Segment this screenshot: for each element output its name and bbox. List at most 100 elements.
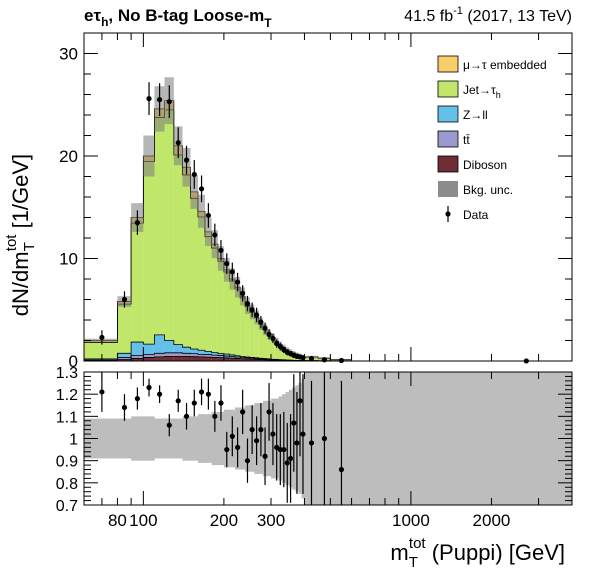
y-tick-label: 0 — [69, 352, 78, 371]
data-point — [234, 279, 241, 285]
ratio-y-tick-label: 0.7 — [56, 498, 78, 515]
stack-bar-vv — [229, 358, 235, 361]
stack-bar-jet — [262, 329, 268, 359]
x-tick-label: 100 — [129, 511, 157, 530]
stack-bar-vv — [240, 358, 246, 361]
ratio-y-tick-label: 1.1 — [56, 409, 78, 426]
stack-bar-jet — [190, 198, 198, 350]
stack-bar-vv — [267, 359, 272, 361]
stack-bar-zll — [197, 350, 206, 355]
stack-bar-jet — [173, 154, 183, 345]
data-point — [266, 331, 272, 337]
data-point — [218, 247, 224, 253]
ratio-band-bin — [117, 418, 132, 459]
y-axis-label: dN/dmTtot [1/GeV] — [3, 154, 38, 316]
stack-bar-vv — [223, 357, 230, 361]
ratio-point — [321, 435, 328, 442]
stack-bar-jet — [182, 174, 191, 348]
ratio-point — [240, 409, 246, 415]
stack-bar-tt — [173, 352, 183, 357]
data-point — [274, 340, 280, 347]
stack-bar-tt — [217, 355, 224, 358]
data-point — [244, 301, 251, 307]
stack-bar-jet — [254, 317, 259, 358]
ratio-y-tick-label: 0.9 — [56, 454, 78, 471]
x-tick-label: 80 — [108, 511, 127, 530]
stack-bar-vv — [262, 359, 268, 361]
stack-bar-vv — [143, 357, 155, 361]
stack-bar-tt — [234, 357, 241, 359]
stack-bar-zll — [164, 340, 174, 353]
ratio-point — [266, 409, 272, 415]
ratio-point — [249, 427, 255, 433]
stack-bar-zll — [217, 353, 224, 356]
stack-bar-jet — [223, 272, 230, 355]
y-tick-label: 30 — [59, 45, 78, 64]
stack-bar-tt — [190, 353, 198, 357]
stack-outline-zll — [83, 334, 572, 362]
data-point — [146, 96, 152, 102]
ratio-point — [258, 427, 264, 433]
ratio-point — [212, 413, 218, 419]
stack-bar-zll — [229, 354, 235, 357]
stack-bar-jet — [271, 337, 275, 360]
stack-bar-tt — [164, 352, 174, 357]
x-tick-label: 1000 — [392, 511, 430, 530]
ratio-point — [99, 389, 105, 395]
stack-bar-vv — [254, 359, 259, 361]
data-point — [321, 357, 328, 363]
stack-bar-jet — [164, 109, 174, 341]
legend: μ→τ embedded Jet→τh Z→ll tt̄ Diboson Bkg. unc… — [437, 55, 547, 222]
ratio-band-bin — [197, 414, 206, 463]
ratio-point — [270, 431, 276, 437]
stack-bar-jet — [197, 216, 206, 351]
ratio-point — [198, 389, 205, 395]
ratio-points — [99, 372, 345, 505]
ratio-point — [191, 400, 197, 406]
stack-bar-jet — [267, 334, 272, 359]
legend-marker-data — [445, 211, 451, 217]
stack-bar-jet — [234, 289, 241, 356]
stack-bar-vv — [117, 359, 132, 361]
stack-bar-tt — [154, 353, 165, 357]
ratio-point — [183, 413, 190, 419]
stack-bar-tt — [143, 354, 155, 358]
stack-bar-zll — [234, 355, 241, 358]
stack-bar-tt — [258, 358, 263, 360]
data-point — [175, 140, 181, 146]
stack-bar-tt — [197, 354, 206, 357]
stack-bar-tt — [249, 358, 255, 360]
ratio-point — [156, 391, 163, 397]
data-point — [183, 157, 190, 163]
stack-bar-vv — [182, 356, 191, 361]
unc-band-bin — [143, 135, 155, 177]
legend-label-unc: Bkg. unc. — [463, 183, 513, 197]
ratio-band-bin — [154, 418, 165, 459]
data-point — [240, 290, 246, 296]
stack-bar-tt — [117, 357, 132, 360]
stack-bar-jet — [217, 261, 224, 354]
stack-bar-jet — [274, 341, 279, 360]
stack-bar-tt — [131, 355, 144, 359]
ratio-point — [229, 433, 235, 439]
stack-bar-zll — [211, 352, 218, 356]
unc-band-bin — [197, 194, 206, 228]
stack-bar-jet — [245, 306, 250, 358]
stack-bar-jet — [211, 248, 218, 353]
stack-bar-tt — [182, 353, 191, 357]
stack-bar-tt — [245, 357, 250, 359]
data-point — [198, 186, 205, 192]
data-point — [258, 319, 264, 325]
stack-bar-vv — [234, 358, 241, 361]
ratio-point — [121, 404, 128, 411]
ratio-y-tick-label: 1 — [69, 432, 78, 449]
data-point — [229, 269, 235, 275]
data-point — [338, 357, 345, 364]
legend-swatch-unc — [438, 181, 458, 197]
ratio-band-bin — [131, 416, 144, 461]
stack-bar-jet — [205, 236, 212, 352]
stack-bar-jet — [278, 344, 283, 360]
stack-bar-tt — [211, 355, 218, 358]
stack-bar-tt — [205, 354, 212, 358]
